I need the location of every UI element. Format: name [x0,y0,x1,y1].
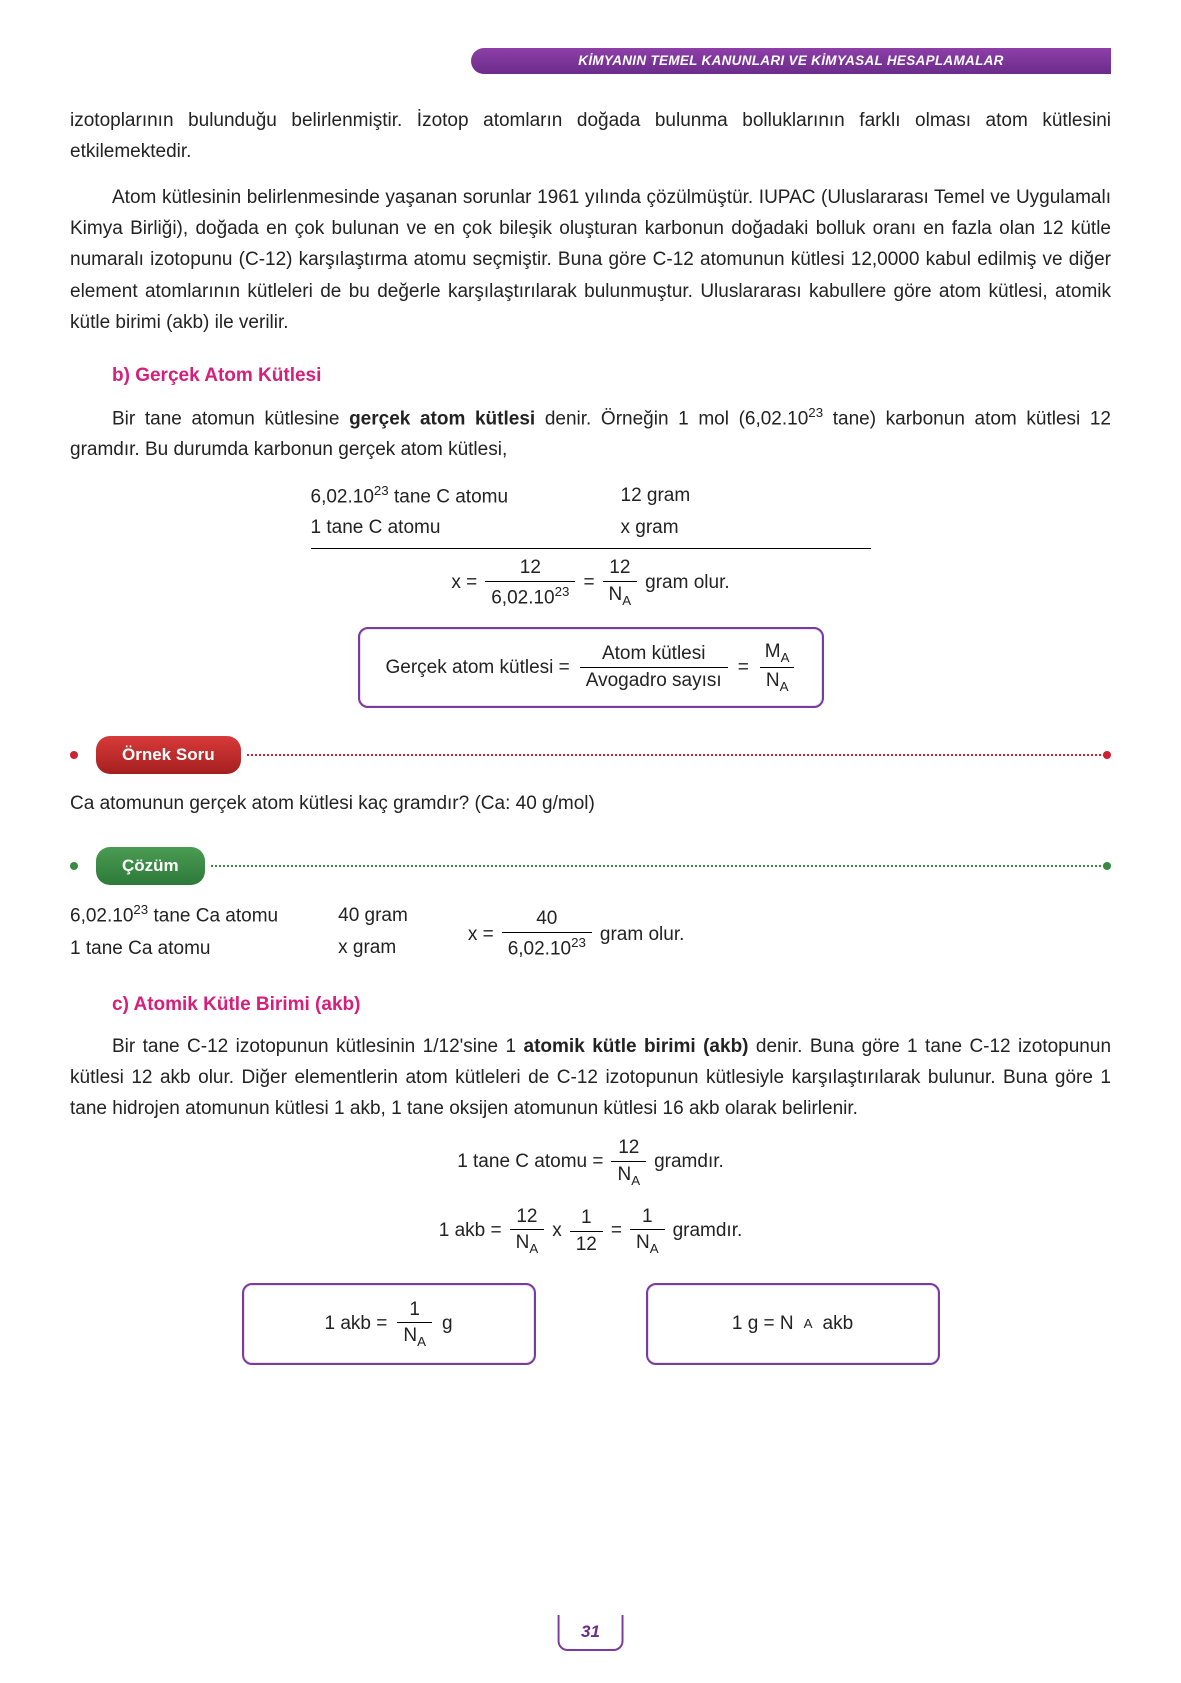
formula-box-akb-left: 1 akb = 1NA g [242,1283,536,1366]
calc-block-1: 6,02.1023 tane C atomu 12 gram 1 tane C … [311,480,871,609]
question-1: Ca atomunun gerçek atom kütlesi kaç gram… [70,788,1111,819]
paragraph-2: Atom kütlesinin belirlenmesinde yaşanan … [70,182,1111,339]
paragraph-1: izotoplarının bulunduğu belirlenmiştir. … [70,105,1111,168]
solution-pill: Çözüm [96,847,205,885]
calc-block-2: 1 tane C atomu = 12NA gramdır. 1 akb = 1… [70,1137,1111,1257]
dot-icon [1103,862,1111,870]
dotted-line [211,865,1105,867]
subhead-c: c) Atomik Kütle Birimi (akb) [112,989,1111,1020]
formula-box-akb-right: 1 g = NA akb [646,1283,940,1366]
body-text: izotoplarının bulunduğu belirlenmiştir. … [70,105,1111,1365]
paragraph-3: Bir tane atomun kütlesine gerçek atom kü… [70,402,1111,466]
subhead-b: b) Gerçek Atom Kütlesi [112,360,1111,391]
solution-row: 6,02.1023 tane Ca atomu 1 tane Ca atomu … [70,899,1111,965]
paragraph-4: Bir tane C-12 izotopunun kütlesinin 1/12… [70,1031,1111,1125]
dot-icon [1103,751,1111,759]
dot-icon [70,862,78,870]
dual-formula-boxes: 1 akb = 1NA g 1 g = NA akb [70,1283,1111,1366]
example-pill: Örnek Soru [96,736,241,774]
solution-pill-row: Çözüm [70,847,1111,885]
dot-icon [70,751,78,759]
page: KİMYANIN TEMEL KANUNLARI VE KİMYASAL HES… [0,0,1181,1683]
dotted-line [247,754,1105,756]
page-number: 31 [557,1615,624,1651]
formula-box-real-mass: Gerçek atom kütlesi = Atom kütlesiAvogad… [358,627,824,708]
example-pill-row: Örnek Soru [70,736,1111,774]
chapter-header-bar: KİMYANIN TEMEL KANUNLARI VE KİMYASAL HES… [471,48,1111,74]
